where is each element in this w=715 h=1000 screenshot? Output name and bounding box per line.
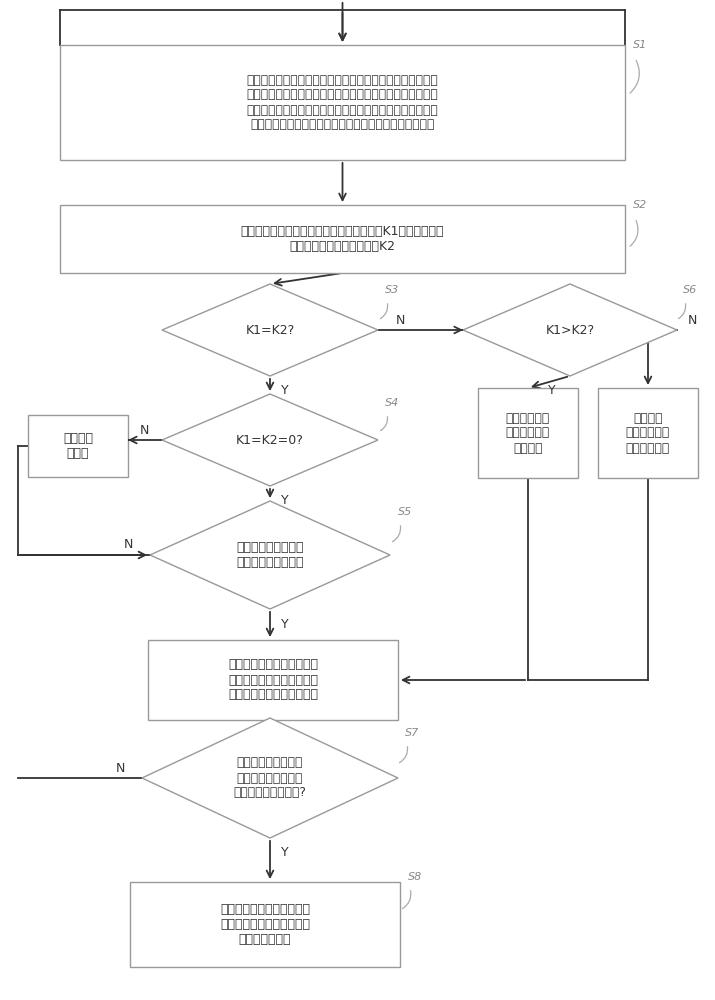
Text: S2: S2	[633, 200, 647, 210]
Polygon shape	[142, 718, 398, 838]
Text: Y: Y	[281, 384, 289, 397]
Text: 对于路口每个方向上的机动车进行平面精准连续跟踪，实时
获取每个方向的机动车的数量、每一台机动车的瞬时速度、
精准位置，当机动车瞬时速度持续为零时则判定机动车处于: 对于路口每个方向上的机动车进行平面精准连续跟踪，实时 获取每个方向的机动车的数量…	[247, 74, 438, 131]
Text: Y: Y	[281, 846, 289, 859]
Text: K1=K2?: K1=K2?	[245, 324, 295, 336]
Text: 将信号周
期延长: 将信号周 期延长	[63, 432, 93, 460]
Text: N: N	[115, 762, 124, 774]
Text: S6: S6	[683, 285, 697, 295]
Text: Y: Y	[548, 384, 556, 397]
Bar	[28, 415, 128, 477]
Text: S3: S3	[385, 285, 399, 295]
Bar	[60, 45, 625, 160]
Text: K1=K2=0?: K1=K2=0?	[236, 434, 304, 446]
Text: 第一方向绿灯变红灯
前，有非机动车排队: 第一方向绿灯变红灯 前，有非机动车排队	[236, 541, 304, 569]
Text: K1>K2?: K1>K2?	[546, 324, 595, 336]
Bar	[60, 205, 625, 273]
Text: 第一方向信号灯由绿
灯转换为红灯时，有
非机动车越过停止线?: 第一方向信号灯由绿 灯转换为红灯时，有 非机动车越过停止线?	[234, 756, 307, 800]
Text: N: N	[123, 538, 133, 552]
Text: 获取第一方向上遇红灯的最高停车等待次数K1和第二方向上
遇红灯的最高停车等待次数K2: 获取第一方向上遇红灯的最高停车等待次数K1和第二方向上 遇红灯的最高停车等待次数…	[241, 225, 444, 253]
Text: S5: S5	[398, 507, 413, 517]
Bar	[148, 640, 398, 720]
Bar	[598, 388, 698, 478]
Text: 延长路口信号灯的全红时间
至越过停止线的所有非机动
车均驶离该路口: 延长路口信号灯的全红时间 至越过停止线的所有非机动 车均驶离该路口	[220, 903, 310, 946]
Polygon shape	[162, 394, 378, 486]
Polygon shape	[463, 284, 677, 376]
Text: Y: Y	[281, 494, 289, 508]
Text: Y: Y	[281, 617, 289, 631]
Polygon shape	[150, 501, 390, 609]
Text: 增加第一方向
上信号灯周期
的绿信比: 增加第一方向 上信号灯周期 的绿信比	[506, 412, 550, 454]
Text: S1: S1	[633, 40, 647, 50]
Text: 增加第二
方向上信号灯
周期的绿信比: 增加第二 方向上信号灯 周期的绿信比	[626, 412, 670, 454]
Text: N: N	[395, 314, 405, 326]
Bar	[130, 882, 400, 967]
Bar	[478, 388, 578, 478]
Text: N: N	[687, 314, 696, 326]
Text: 暂不转换灯色，延长第一方
向信号灯绿灯时间，至最后
一辆非机动车越过停止线；: 暂不转换灯色，延长第一方 向信号灯绿灯时间，至最后 一辆非机动车越过停止线；	[228, 658, 318, 702]
Text: S4: S4	[385, 398, 399, 408]
Text: S7: S7	[405, 728, 419, 738]
Polygon shape	[162, 284, 378, 376]
Text: S8: S8	[408, 872, 423, 882]
Text: N: N	[139, 424, 149, 436]
